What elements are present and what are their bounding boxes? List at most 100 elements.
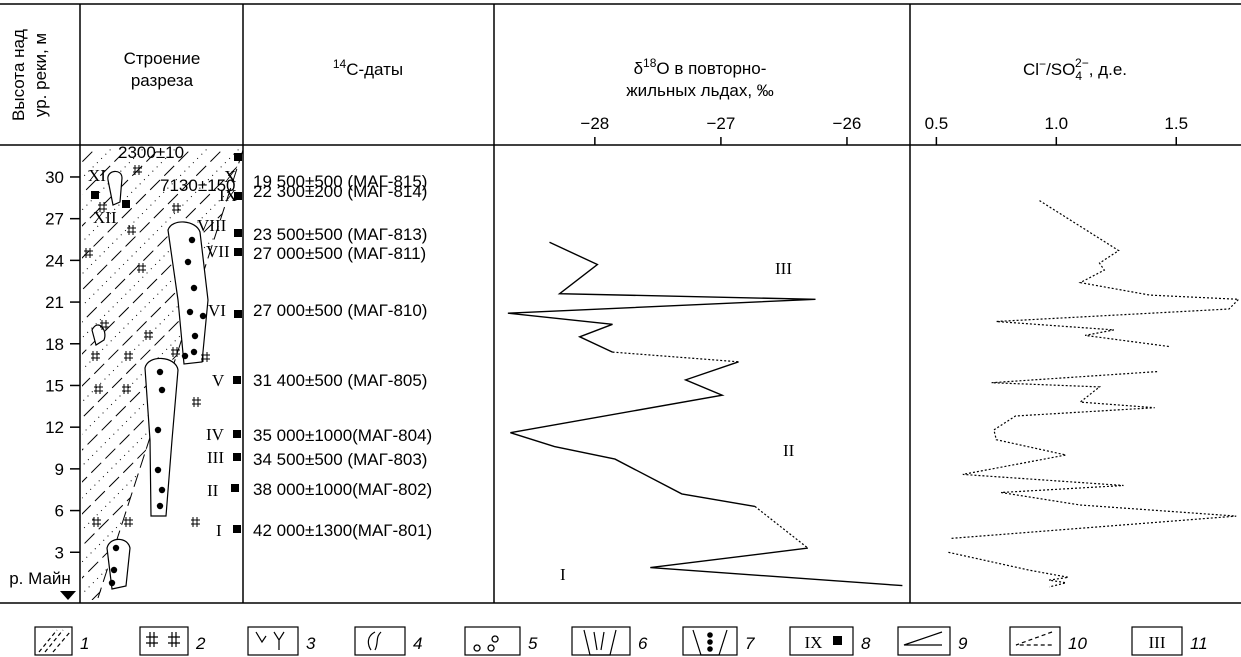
data-line (996, 201, 1238, 347)
y-tick-label: 6 (55, 502, 64, 521)
x-tick-label: −28 (580, 114, 609, 133)
date-marker (233, 525, 241, 533)
hash-symbol (192, 397, 201, 407)
legend-symbol: III (1149, 633, 1166, 652)
data-line (650, 548, 902, 586)
title-part: O в повторно- (656, 59, 766, 78)
legend-dot (707, 646, 713, 652)
y-tick-label: 21 (45, 293, 64, 312)
legend-number: 7 (745, 634, 755, 653)
header-structure: разреза (131, 71, 194, 90)
subscript: 4 (1075, 69, 1082, 83)
ice-dot (159, 387, 165, 393)
hash-symbol (137, 263, 146, 273)
data-line (755, 506, 808, 548)
unit-label: VI (208, 301, 226, 320)
ice-wedge (108, 171, 122, 205)
unit-label: V (212, 371, 225, 390)
annotation: III (775, 259, 792, 278)
ice-dot (111, 567, 117, 573)
annotation: I (560, 565, 566, 584)
data-line (510, 362, 755, 507)
hash-symbol (91, 351, 100, 361)
x-tick-label: 1.5 (1164, 114, 1188, 133)
dot-line (364, 140, 824, 600)
river-label: р. Майн (9, 569, 71, 588)
legend-box (898, 627, 950, 655)
date-marker (233, 453, 241, 461)
header-structure: Строение (124, 49, 201, 68)
y-tick-label: 30 (45, 168, 64, 187)
unit-label: III (207, 448, 224, 467)
legend-number: 1 (80, 634, 89, 653)
data-line (951, 372, 1236, 539)
ice-dot (155, 467, 161, 473)
unit-label: X (224, 167, 236, 186)
legend-square (833, 636, 842, 645)
legend-number: 11 (1190, 634, 1208, 653)
title-part: , д.е. (1089, 60, 1127, 79)
ice-dot (191, 349, 197, 355)
date-label: 27 000±500 (МАГ-811) (253, 244, 426, 263)
unit-label: II (207, 481, 219, 500)
date-marker (231, 484, 239, 492)
ice-dot (159, 487, 165, 493)
header-height: Высота над (9, 29, 28, 121)
title-part: /SO (1046, 60, 1075, 79)
legend-number: 9 (958, 634, 968, 653)
date-marker (234, 310, 242, 318)
legend-number: 3 (306, 634, 316, 653)
superscript: − (1039, 57, 1046, 71)
date-label: 34 500±500 (МАГ-803) (253, 450, 427, 469)
legend: 1234567IX8910III11 (35, 627, 1208, 655)
header-text: С-даты (346, 60, 403, 79)
chart-title: Cl−/SO42−, д.е. (1023, 56, 1127, 83)
legend-number: 6 (638, 634, 648, 653)
date-label: 31 400±500 (МАГ-805) (253, 371, 427, 390)
legend-dot (707, 632, 713, 638)
unit-label: IV (206, 425, 225, 444)
hatch-line (0, 140, 40, 600)
x-tick-label: −26 (833, 114, 862, 133)
y-tick-label: 27 (45, 210, 64, 229)
hash-symbol (84, 248, 93, 258)
annotation: II (783, 441, 795, 460)
hash-symbol (127, 225, 136, 235)
ice-dot (182, 353, 188, 359)
legend-number: 10 (1068, 634, 1087, 653)
hash-symbol (92, 517, 101, 527)
date-marker (91, 191, 99, 199)
data-line (613, 352, 739, 362)
x-tick-label: −27 (706, 114, 735, 133)
hash-symbol (124, 517, 133, 527)
x-tick-label: 1.0 (1044, 114, 1068, 133)
hash-symbol (94, 384, 103, 394)
ice-dot (200, 313, 206, 319)
y-tick-label: 15 (45, 376, 64, 395)
ice-dot (189, 237, 195, 243)
ice-dot (157, 503, 163, 509)
data-line (948, 552, 1068, 587)
y-tick-label: 18 (45, 335, 64, 354)
ice-dot (155, 427, 161, 433)
y-tick-label: 12 (45, 418, 64, 437)
title-part: δ (634, 59, 643, 78)
river-marker (60, 591, 76, 600)
dot-line (0, 140, 88, 600)
ice-dot (187, 309, 193, 315)
legend-box (140, 627, 188, 655)
header-dates: 14С-даты (333, 57, 403, 79)
unit-label: VII (206, 242, 230, 261)
hash-symbol (172, 203, 181, 213)
ice-dot (113, 545, 119, 551)
y-tick-label: 24 (45, 251, 64, 270)
date-label: 27 000±500 (МАГ-810) (253, 301, 427, 320)
y-tick-label: 9 (55, 460, 64, 479)
legend-symbol: IX (805, 633, 823, 652)
legend-number: 8 (861, 634, 871, 653)
title-part: Cl (1023, 60, 1039, 79)
chart-title: δ18O в повторно- (634, 56, 767, 78)
legend-box (1010, 627, 1060, 655)
legend-number: 5 (528, 634, 538, 653)
header-height: ур. реки, м (31, 33, 50, 117)
